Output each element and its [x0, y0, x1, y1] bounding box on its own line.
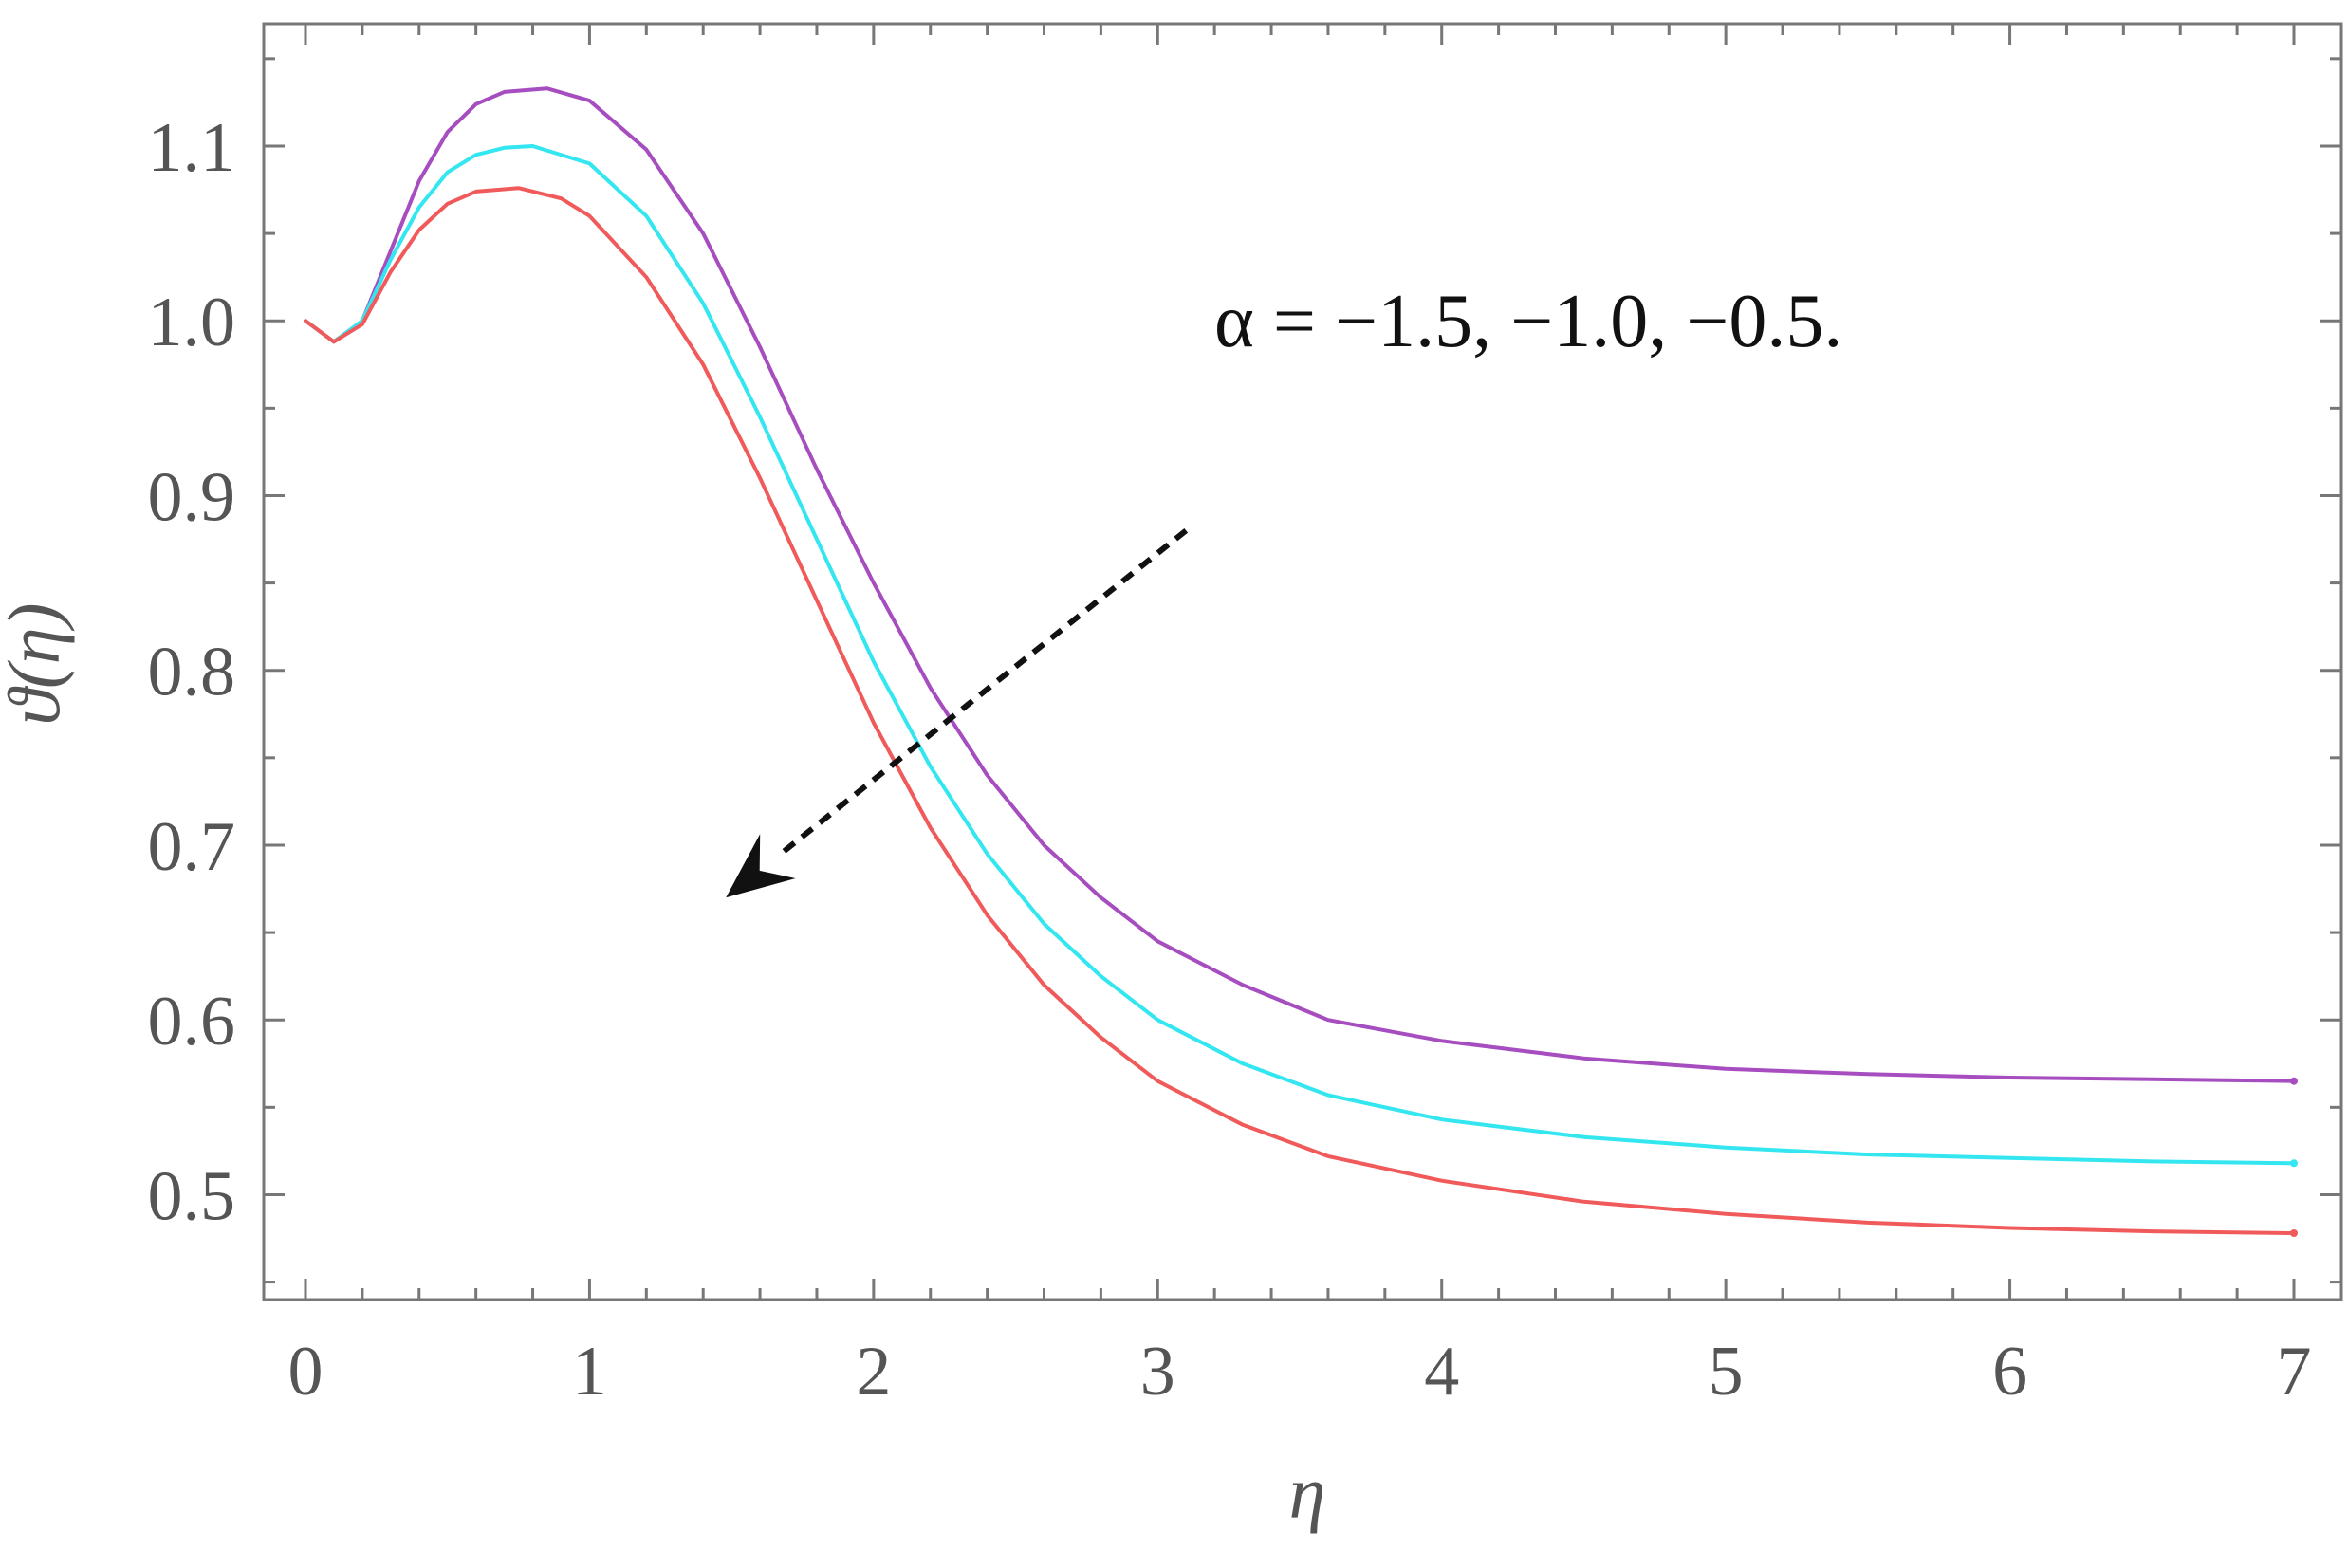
y-tick-label: 0.7 — [148, 808, 236, 886]
x-tick-label: 3 — [1140, 1333, 1175, 1411]
plot-frame — [262, 22, 2343, 1301]
x-axis-label: η — [1289, 1451, 1326, 1534]
x-tick-label: 2 — [856, 1333, 891, 1411]
arrow-layer — [726, 527, 1189, 898]
y-tick-label: 0.8 — [148, 634, 236, 711]
x-tick-label: 6 — [1992, 1333, 2027, 1411]
parameter-annotation: α = −1.5, −1.0, −0.5. — [1214, 280, 1842, 363]
y-tick-label: 0.5 — [148, 1157, 236, 1235]
y-axis-label: ϑ(η) — [0, 603, 75, 726]
x-tick-label: 4 — [1424, 1333, 1459, 1411]
y-tick-label: 1.0 — [148, 284, 236, 361]
series-end-point-3 — [2290, 1228, 2298, 1237]
ticks-layer: 0 1 2 3 4 5 6 7 0.5 0.6 0.7 0.8 0.9 1.0 1.1 — [148, 24, 2341, 1411]
series-end-point-2 — [2290, 1159, 2298, 1168]
x-tick-label: 5 — [1709, 1333, 1744, 1411]
series-line-1 — [304, 86, 2296, 1083]
series-line-2 — [304, 144, 2296, 1166]
arrow-head — [726, 834, 796, 898]
x-tick-label: 7 — [2277, 1333, 2312, 1411]
y-tick-label: 0.6 — [148, 983, 236, 1061]
y-tick-label: 1.1 — [148, 109, 236, 187]
y-tick-label: 0.9 — [148, 458, 236, 536]
x-tick-label: 0 — [288, 1333, 324, 1411]
arrow-shaft — [776, 527, 1189, 858]
series-end-point-1 — [2290, 1077, 2298, 1085]
series-layer — [304, 86, 2298, 1237]
series-line-3 — [304, 186, 2296, 1235]
x-tick-label: 1 — [572, 1333, 607, 1411]
